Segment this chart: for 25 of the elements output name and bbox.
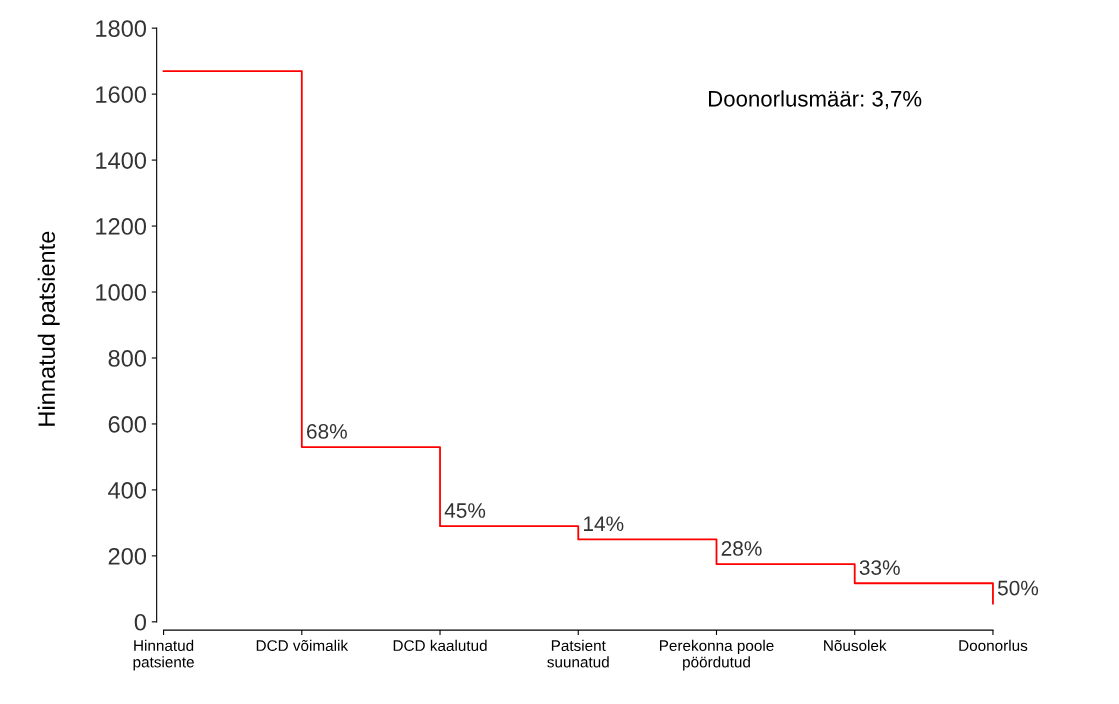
y-tick-label: 1600 — [96, 86, 147, 103]
x-tick-label: Perekonna poole pöördutud — [659, 639, 774, 671]
annotation: 28% — [721, 541, 762, 556]
x-tick-label: Doonorlus — [959, 639, 1028, 652]
y-tick-label: 200 — [108, 547, 147, 565]
y-tick-label: 1400 — [96, 152, 147, 169]
x-tick-label: Hinnatud patsiente — [133, 639, 194, 671]
y-tick-label: 1000 — [96, 284, 147, 301]
x-tick-label: DCD kaalutud — [393, 639, 487, 652]
y-tick-label: 0 — [134, 613, 147, 631]
annotation: 45% — [444, 503, 486, 518]
x-tick-label: Nõusolek — [824, 639, 887, 652]
y-tick-label: 1800 — [96, 20, 147, 37]
x-tick-label: DCD võimalik — [256, 639, 349, 652]
y-tick-label: 800 — [108, 350, 147, 367]
y-tick-label: 600 — [108, 416, 147, 433]
annotation: 68% — [307, 423, 347, 439]
y-tick-label: 1200 — [96, 218, 147, 235]
annotation: 50% — [997, 580, 1039, 596]
x-tick-label: Patsient suunatud — [547, 639, 609, 668]
y-tick-label: 400 — [108, 481, 147, 499]
y-axis-title: Hinnatud patsiente — [37, 231, 60, 426]
annotation: 33% — [859, 560, 900, 575]
annotation: Doonorlusmäär: 3,7% — [709, 90, 922, 110]
annotation: 14% — [584, 516, 624, 532]
